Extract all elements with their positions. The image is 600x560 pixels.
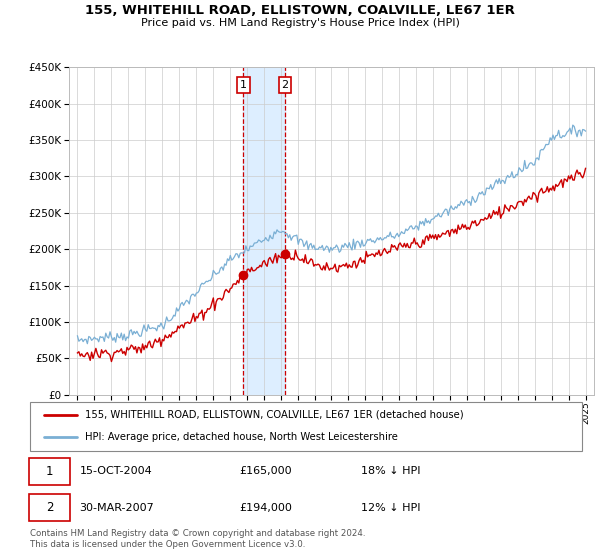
Text: 15-OCT-2004: 15-OCT-2004 — [80, 466, 152, 477]
Text: HPI: Average price, detached house, North West Leicestershire: HPI: Average price, detached house, Nort… — [85, 432, 398, 442]
Text: 1: 1 — [46, 465, 53, 478]
Bar — [243, 67, 285, 395]
FancyBboxPatch shape — [29, 458, 70, 484]
Text: 30-MAR-2007: 30-MAR-2007 — [80, 503, 154, 513]
Text: 2: 2 — [46, 501, 53, 514]
Text: 2: 2 — [281, 80, 289, 90]
Text: £165,000: £165,000 — [240, 466, 292, 477]
FancyBboxPatch shape — [29, 494, 70, 521]
Text: £194,000: £194,000 — [240, 503, 293, 513]
Text: 1: 1 — [240, 80, 247, 90]
FancyBboxPatch shape — [30, 402, 582, 451]
Text: 155, WHITEHILL ROAD, ELLISTOWN, COALVILLE, LE67 1ER (detached house): 155, WHITEHILL ROAD, ELLISTOWN, COALVILL… — [85, 410, 464, 420]
Text: 12% ↓ HPI: 12% ↓ HPI — [361, 503, 421, 513]
Text: 18% ↓ HPI: 18% ↓ HPI — [361, 466, 421, 477]
Text: Contains HM Land Registry data © Crown copyright and database right 2024.
This d: Contains HM Land Registry data © Crown c… — [30, 529, 365, 549]
Text: Price paid vs. HM Land Registry's House Price Index (HPI): Price paid vs. HM Land Registry's House … — [140, 18, 460, 28]
Text: 155, WHITEHILL ROAD, ELLISTOWN, COALVILLE, LE67 1ER: 155, WHITEHILL ROAD, ELLISTOWN, COALVILL… — [85, 4, 515, 17]
